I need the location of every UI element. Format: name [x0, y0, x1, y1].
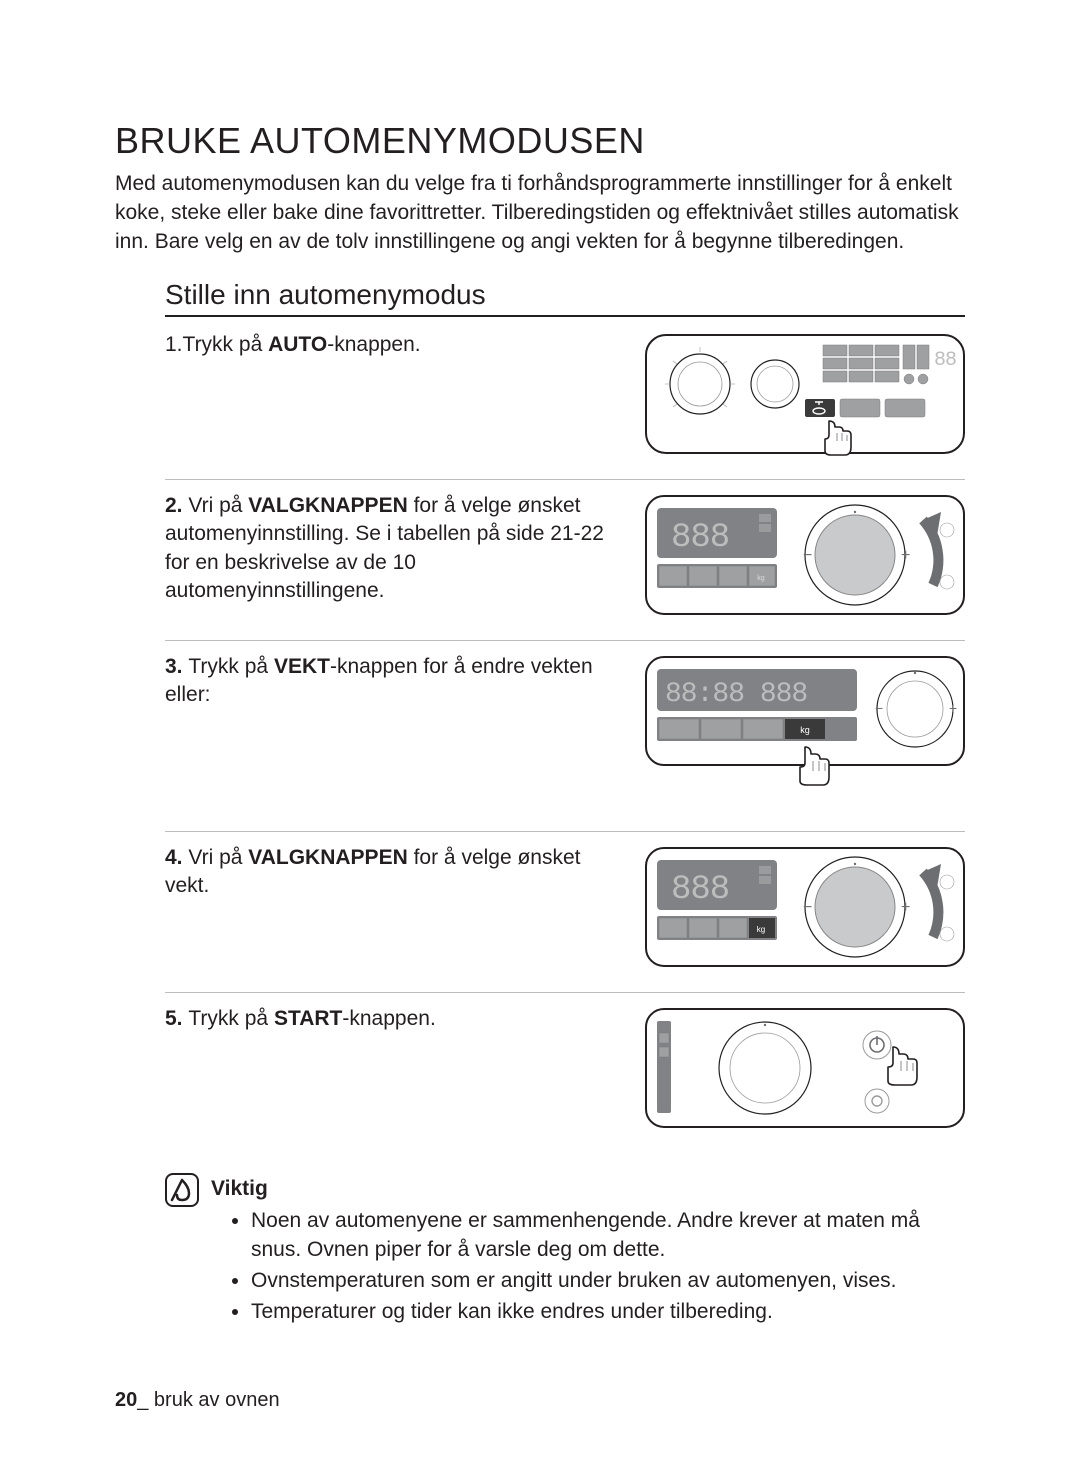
list-item: Ovnstemperaturen som er angitt under bru… — [251, 1267, 965, 1296]
step-bold: START — [274, 1007, 342, 1030]
step-bold: VALGKNAPPEN — [248, 494, 407, 517]
list-item: Temperaturer og tider kan ikke endres un… — [251, 1298, 965, 1327]
kg-label: kg — [757, 925, 765, 934]
step-number: 1. — [165, 333, 183, 356]
step-number: 4. — [165, 846, 188, 869]
step-row: 5. Trykk på START-knappen. — [165, 993, 965, 1153]
page-number: 20 — [115, 1389, 137, 1411]
panel-svg-1: 88 — [645, 329, 965, 469]
important-list: Noen av automenyene er sammenhengende. A… — [251, 1207, 965, 1327]
panel-svg-2: 888 kg − + — [645, 490, 965, 620]
panel-svg-4: 888 kg − + — [645, 842, 965, 972]
steps-list: 1.Trykk på AUTO-knappen. — [165, 319, 965, 1153]
important-title: Viktig — [211, 1177, 965, 1201]
step-figure — [645, 1003, 965, 1143]
svg-text:+: + — [901, 899, 910, 916]
svg-text:+: + — [901, 547, 910, 564]
step-number: 3. — [165, 655, 188, 678]
step-text: 1.Trykk på AUTO-knappen. — [165, 329, 645, 359]
step-row: 2. Vri på VALGKNAPPEN for å velge ønsket… — [165, 480, 965, 641]
step-text: 2. Vri på VALGKNAPPEN for å velge ønsket… — [165, 490, 645, 605]
svg-text:−: − — [803, 547, 812, 564]
step-pre: Vri på — [188, 494, 248, 517]
display-digits: 88 — [934, 349, 956, 372]
step-bold: VEKT — [274, 655, 330, 678]
step-bold: AUTO — [268, 333, 327, 356]
step-row: 4. Vri på VALGKNAPPEN for å velge ønsket… — [165, 832, 965, 993]
page-title: BRUKE AUTOMENYMODUSEN — [115, 120, 965, 162]
kg-label: kg — [757, 575, 765, 582]
step-figure: 888 kg − + — [645, 842, 965, 982]
footer-label: _ bruk av ovnen — [137, 1389, 279, 1411]
step-number: 5. — [165, 1007, 188, 1030]
step-number: 2. — [165, 494, 188, 517]
step-figure: 88:88 888 kg − + — [645, 651, 965, 821]
step-pre: Trykk på — [188, 655, 274, 678]
step-row: 1.Trykk på AUTO-knappen. — [165, 319, 965, 480]
step-row: 3. Trykk på VEKT-knappen for å endre vek… — [165, 641, 965, 832]
intro-paragraph: Med automenymodusen kan du velge fra ti … — [115, 170, 965, 257]
step-text: 5. Trykk på START-knappen. — [165, 1003, 645, 1033]
step-figure: 888 kg − + — [645, 490, 965, 630]
step-text: 4. Vri på VALGKNAPPEN for å velge ønsket… — [165, 842, 645, 901]
step-post: -knappen. — [342, 1007, 435, 1030]
display-digits: 888 — [671, 871, 729, 909]
panel-svg-5 — [645, 1003, 965, 1133]
important-block: Viktig Noen av automenyene er sammenheng… — [165, 1173, 965, 1329]
step-pre: Trykk på — [188, 1007, 274, 1030]
manual-page: BRUKE AUTOMENYMODUSEN Med automenymoduse… — [0, 0, 1080, 1477]
step-pre: Trykk på — [183, 333, 269, 356]
important-body: Viktig Noen av automenyene er sammenheng… — [211, 1173, 965, 1329]
panel-svg-3: 88:88 888 kg − + — [645, 651, 965, 821]
svg-text:−: − — [875, 700, 883, 716]
note-icon — [165, 1173, 199, 1207]
step-figure: 88 — [645, 329, 965, 469]
svg-text:+: + — [949, 700, 957, 716]
step-text: 3. Trykk på VEKT-knappen for å endre vek… — [165, 651, 645, 710]
step-bold: VALGKNAPPEN — [248, 846, 407, 869]
step-post: -knappen. — [327, 333, 420, 356]
section-subheading: Stille inn automenymodus — [165, 279, 965, 317]
kg-label: kg — [800, 725, 810, 735]
page-footer: 20_ bruk av ovnen — [115, 1389, 280, 1412]
display-digits: 88:88 888 — [665, 679, 807, 710]
display-digits: 888 — [671, 519, 729, 557]
svg-text:−: − — [803, 899, 812, 916]
step-pre: Vri på — [188, 846, 248, 869]
list-item: Noen av automenyene er sammenhengende. A… — [251, 1207, 965, 1265]
